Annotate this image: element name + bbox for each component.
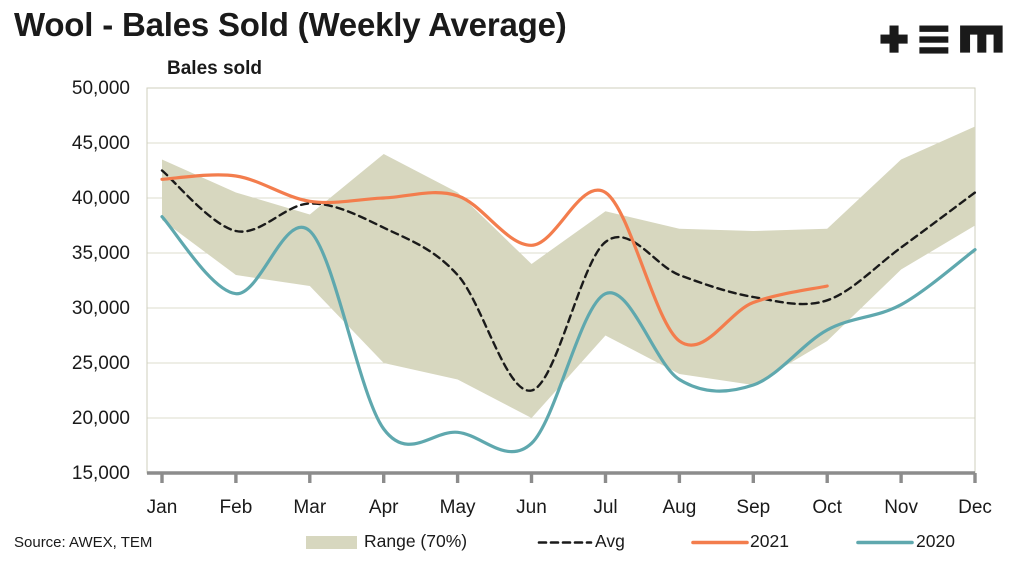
svg-text:2021: 2021 — [750, 531, 789, 551]
svg-text:20,000: 20,000 — [72, 408, 130, 429]
svg-text:Jan: Jan — [147, 497, 178, 518]
svg-text:Jul: Jul — [593, 497, 617, 518]
svg-text:35,000: 35,000 — [72, 243, 130, 264]
svg-text:Range (70%): Range (70%) — [364, 531, 467, 551]
svg-text:30,000: 30,000 — [72, 298, 130, 319]
svg-text:Mar: Mar — [293, 497, 326, 518]
svg-text:40,000: 40,000 — [72, 188, 130, 209]
svg-text:May: May — [440, 497, 476, 518]
svg-text:Nov: Nov — [884, 497, 918, 518]
svg-text:15,000: 15,000 — [72, 463, 130, 484]
svg-text:Dec: Dec — [958, 497, 992, 518]
svg-text:Sep: Sep — [736, 497, 770, 518]
svg-text:Feb: Feb — [220, 497, 253, 518]
svg-text:45,000: 45,000 — [72, 133, 130, 154]
svg-text:Apr: Apr — [369, 497, 399, 518]
svg-text:Avg: Avg — [595, 531, 625, 551]
svg-text:Oct: Oct — [812, 497, 842, 518]
svg-text:Aug: Aug — [662, 497, 696, 518]
svg-text:25,000: 25,000 — [72, 353, 130, 374]
svg-text:2020: 2020 — [916, 531, 955, 551]
svg-text:50,000: 50,000 — [72, 78, 130, 99]
svg-text:Jun: Jun — [516, 497, 547, 518]
